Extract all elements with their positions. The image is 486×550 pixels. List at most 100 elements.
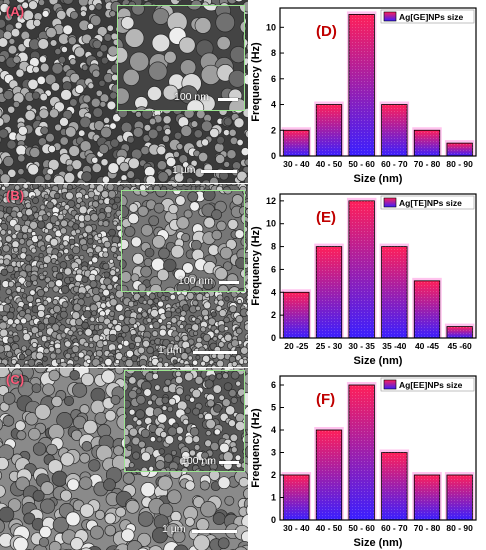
inset-scale-label-b: 100 nm — [178, 275, 214, 287]
y-tick-label: 0 — [271, 333, 276, 343]
sem-inset-texture-c — [125, 371, 244, 471]
x-tick-label: 70 - 80 — [414, 159, 441, 169]
scale-label-a: 1 µm — [172, 164, 196, 176]
histogram-f-svg: 30 - 40 40 - 50 50 - 60 60 - 70 70 - 80 80 - … — [250, 375, 477, 549]
scale-label-c: 1 µm — [162, 523, 186, 535]
bar-50-60 — [346, 11, 377, 157]
x-tick-label: 50 - 60 — [348, 523, 375, 533]
scale-bar-c — [192, 530, 237, 533]
y-tick-label: 8 — [271, 242, 276, 252]
y-tick-label: 4 — [271, 100, 276, 110]
legend-label: Ag[TE]NPs size — [399, 198, 462, 208]
bar-40-50 — [314, 101, 344, 157]
y-axis-label: Frequency (Hz) — [250, 408, 262, 488]
legend-box — [380, 195, 475, 210]
x-tick-label: 45 -60 — [448, 341, 472, 351]
histogram-e-svg: 20 -25 25 - 30 30 - 35 35 -40 40 -45 45 -60 0 2… — [250, 193, 477, 367]
sem-inset-a: 100 nm — [117, 5, 245, 111]
legend-label: Ag[EE]NPs size — [399, 380, 463, 390]
x-axis-label: Size (nm) — [354, 537, 403, 549]
y-tick-label: 10 — [266, 219, 276, 229]
bar-30-35 — [346, 197, 377, 339]
y-tick-label: 12 — [266, 196, 276, 206]
bar-80-90 — [444, 472, 475, 521]
sem-image-b: 100 nm (B) 1 µm — [0, 184, 248, 367]
sem-inset-texture-b — [122, 191, 244, 291]
y-tick-label: 6 — [271, 264, 276, 274]
x-tick-label: 25 - 30 — [316, 341, 343, 351]
bar-20-25 — [281, 289, 312, 339]
histogram-d: 30 - 40 40 - 50 50 - 60 60 - 70 70 - 80 80 - … — [250, 0, 486, 186]
panel-letter-a: (A) — [6, 4, 25, 19]
x-tick-label: 50 - 60 — [348, 159, 375, 169]
x-tick-label: 60 - 70 — [381, 523, 408, 533]
x-tick-label: 30 - 35 — [348, 341, 375, 351]
panel-letter-b: (B) — [6, 188, 25, 203]
y-axis-label: Frequency (Hz) — [250, 42, 262, 122]
bar-40-45 — [412, 277, 442, 339]
bar-60-70 — [379, 101, 410, 157]
y-tick-label: 0 — [271, 151, 276, 161]
x-axis-label: Size (nm) — [354, 355, 403, 367]
inset-scale-bar-b — [219, 281, 239, 284]
legend-box — [380, 9, 475, 24]
sem-inset-texture-a — [118, 6, 244, 110]
sem-image-c: 100 nm (C) 1 µm — [0, 368, 248, 550]
x-tick-label: 40 -45 — [415, 341, 439, 351]
y-axis-label: Frequency (Hz) — [250, 226, 262, 306]
bar-80-90 — [444, 140, 475, 157]
legend-label: Ag[GE]NPs size — [399, 12, 464, 22]
y-tick-label: 4 — [271, 425, 276, 435]
bar-30-40 — [281, 127, 312, 157]
x-tick-label: 70 - 80 — [414, 523, 441, 533]
chart-letter: (F) — [316, 391, 335, 408]
inset-scale-bar-c — [219, 461, 239, 464]
legend-box — [380, 377, 475, 392]
legend-swatch — [383, 197, 397, 208]
sem-inset-c: 100 nm — [124, 370, 245, 472]
y-tick-label: 1 — [271, 493, 276, 503]
y-tick-label: 4 — [271, 287, 276, 297]
x-tick-label: 30 - 40 — [283, 159, 310, 169]
y-tick-label: 0 — [271, 515, 276, 525]
bar-40-50 — [314, 427, 344, 521]
x-tick-label: 80 - 90 — [446, 523, 473, 533]
plot-frame — [279, 375, 477, 521]
panel-letter-c: (C) — [6, 372, 25, 387]
y-tick-label: 2 — [271, 470, 276, 480]
y-tick-label: 6 — [271, 380, 276, 390]
x-tick-label: 35 -40 — [382, 341, 406, 351]
bar-30-40 — [281, 472, 312, 521]
x-tick-label: 60 - 70 — [381, 159, 408, 169]
legend-swatch — [383, 11, 397, 22]
sem-image-a: 100 nm (A) 1 µm — [0, 0, 248, 183]
scale-bar-a — [201, 170, 237, 173]
bar-50-60 — [346, 382, 377, 521]
histogram-d-svg: 30 - 40 40 - 50 50 - 60 60 - 70 70 - 80 80 - … — [250, 7, 477, 185]
scale-bar-b — [193, 351, 237, 354]
bar-35-40 — [379, 243, 410, 339]
chart-letter: (E) — [316, 209, 336, 226]
y-tick-label: 3 — [271, 448, 276, 458]
bar-60-70 — [379, 449, 410, 521]
histogram-f: 30 - 40 40 - 50 50 - 60 60 - 70 70 - 80 80 - … — [250, 368, 486, 550]
y-tick-label: 10 — [266, 22, 276, 32]
y-tick-label: 2 — [271, 310, 276, 320]
legend-swatch — [383, 379, 397, 390]
bar-70-80 — [412, 127, 442, 157]
x-tick-label: 80 - 90 — [446, 159, 473, 169]
x-axis-label: Size (nm) — [354, 173, 403, 185]
x-tick-label: 40 - 50 — [316, 159, 343, 169]
histogram-e: 20 -25 25 - 30 30 - 35 35 -40 40 -45 45 -60 0 2… — [250, 186, 486, 368]
chart-letter: (D) — [316, 23, 337, 40]
plot-frame — [279, 193, 477, 339]
y-tick-label: 6 — [271, 74, 276, 84]
y-tick-label: 5 — [271, 403, 276, 413]
y-tick-label: 8 — [271, 48, 276, 58]
x-tick-label: 30 - 40 — [283, 523, 310, 533]
scale-label-b: 1 µm — [158, 344, 182, 356]
bar-70-80 — [412, 472, 442, 521]
x-tick-label: 40 - 50 — [316, 523, 343, 533]
bar-25-30 — [314, 243, 344, 339]
inset-scale-bar-a — [218, 98, 238, 101]
